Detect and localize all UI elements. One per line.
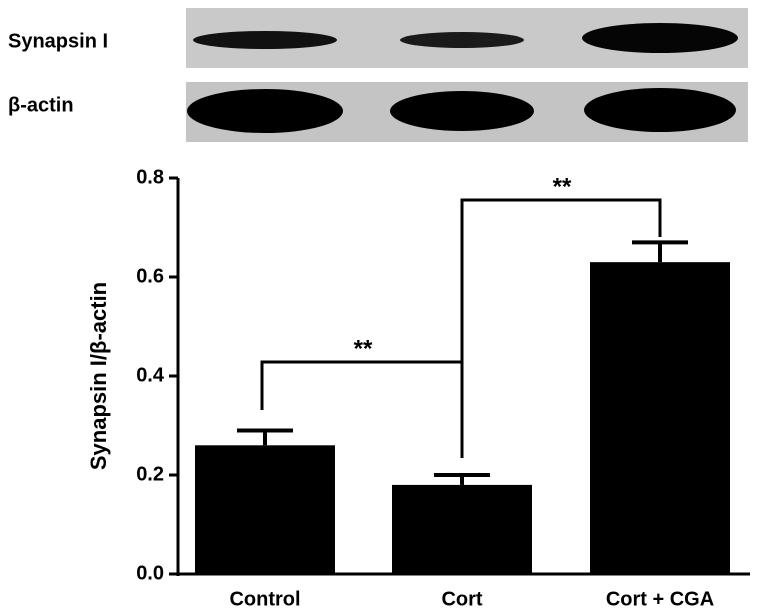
blot-label: β-actin	[8, 94, 74, 116]
blot-label: Synapsin I	[8, 30, 108, 52]
y-tick-label: 0.6	[136, 265, 164, 287]
x-tick-label: Cort	[441, 588, 482, 610]
significance-label: **	[354, 335, 373, 362]
y-tick-label: 0.0	[136, 562, 164, 584]
significance-label: **	[553, 173, 572, 200]
x-tick-label: Cort + CGA	[606, 588, 714, 610]
y-axis-label: Synapsin I/β-actin	[86, 282, 111, 470]
blot-band	[582, 23, 738, 53]
blot-band	[187, 89, 343, 133]
y-tick-label: 0.4	[136, 364, 165, 386]
blot-band	[400, 32, 524, 48]
x-tick-label: Control	[229, 588, 300, 610]
significance-bracket	[260, 360, 464, 458]
bar	[590, 262, 730, 574]
blot	[186, 8, 748, 142]
y-tick-label: 0.8	[136, 166, 164, 188]
significance-bracket	[460, 198, 662, 362]
bar	[392, 484, 532, 574]
blot-band	[193, 31, 337, 49]
y-tick-label: 0.2	[136, 463, 164, 485]
bar	[195, 445, 335, 574]
blot-band	[584, 88, 736, 132]
blot-band	[390, 91, 534, 131]
